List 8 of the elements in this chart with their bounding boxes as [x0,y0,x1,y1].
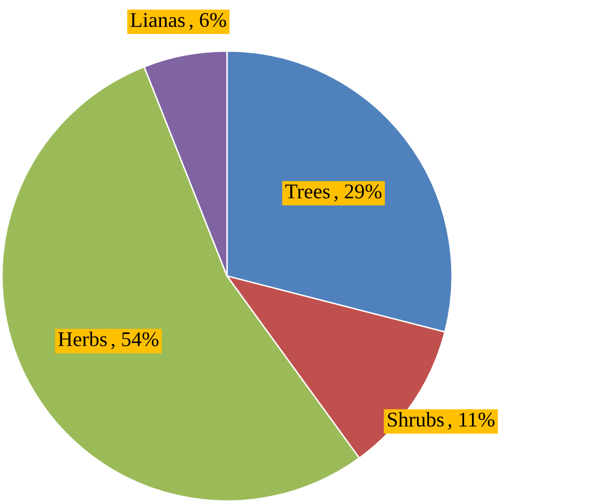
data-label: , 11% [448,412,494,430]
data-label: , 54% [111,332,158,350]
data-label: , 6% [189,12,226,30]
slice-label: Shrubs [388,412,444,427]
slice-label: Herbs [58,332,107,346]
data-label: , 29% [334,184,382,202]
slice-label: Lianas [130,13,185,28]
slice-label: Trees [285,184,330,198]
